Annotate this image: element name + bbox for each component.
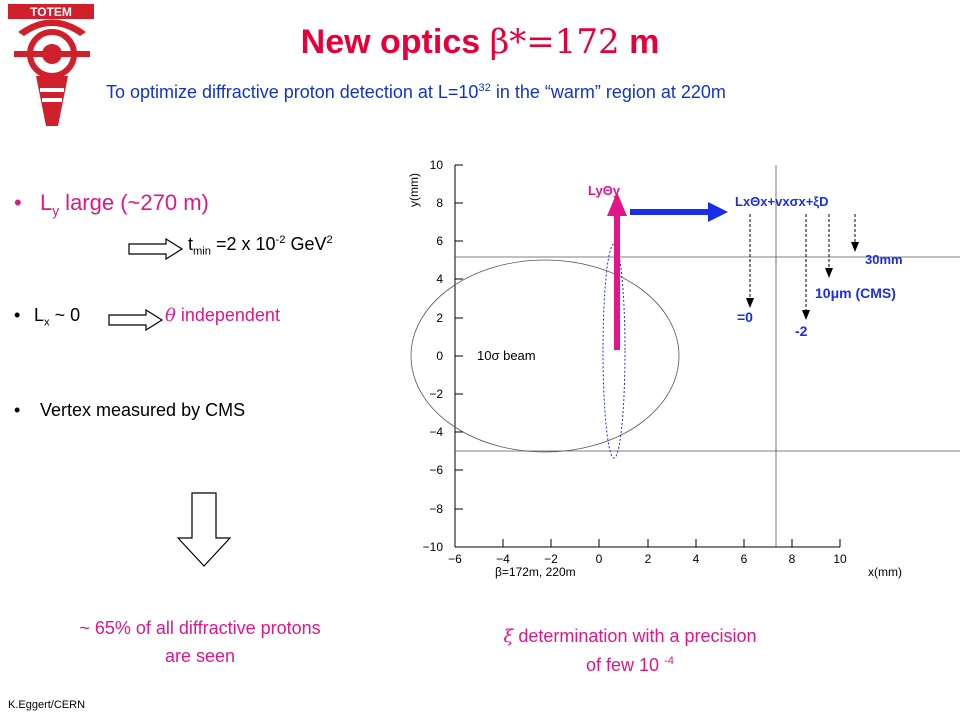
- bullet-lx-zero: • Lx ~ 0: [14, 305, 81, 329]
- bullet-ly-large: • Ly large (~270 m): [14, 190, 209, 219]
- x-tick-label: −4: [496, 552, 510, 566]
- page-subtitle: To optimize diffractive proton detection…: [106, 82, 726, 102]
- y-tick-label: −6: [429, 463, 443, 477]
- y-axis-label: y(mm): [407, 173, 421, 207]
- beam-label: 10σ beam: [477, 348, 536, 363]
- x-tick-label: 2: [645, 552, 652, 566]
- y-tick-label: −2: [429, 387, 443, 401]
- optics-label: β=172m, 220m: [495, 565, 576, 579]
- down-arrow-icon: [176, 492, 232, 567]
- svg-text:TOTEM: TOTEM: [30, 5, 72, 19]
- ly-theta-label: LyΘy: [588, 183, 621, 198]
- beam-ellipse: [410, 259, 680, 453]
- x-tick-label: 6: [741, 552, 748, 566]
- formula-label: LxΘx+vxσx+ξD: [735, 194, 828, 209]
- totem-logo: TOTEM: [6, 2, 98, 132]
- implies-arrow-icon: [108, 309, 164, 331]
- label-30mm: 30mm: [865, 252, 903, 267]
- x-tick-label: −6: [448, 552, 462, 566]
- y-tick-label: 8: [436, 196, 443, 210]
- y-tick-label: 0: [436, 349, 443, 363]
- label-m2: -2: [795, 323, 808, 339]
- y-tick-label: −8: [429, 502, 443, 516]
- x-axis-label: x(mm): [868, 565, 902, 579]
- label-eq0: =0: [737, 309, 753, 325]
- ly-theta-arrow: [614, 212, 620, 350]
- beam-plot: 10 8 6 4 2 0 −2 −4 −6 −8 −10 −6 −4 −2 0 …: [385, 150, 960, 590]
- y-tick-label: 4: [436, 272, 443, 286]
- y-tick-label: −10: [423, 540, 444, 554]
- bullet-vertex: • Vertex measured by CMS: [14, 400, 246, 420]
- x-tick-label: 8: [789, 552, 796, 566]
- theta-independent: θ independent: [165, 305, 280, 326]
- tmin-value: tmin =2 x 10-2 GeV2: [188, 234, 333, 258]
- lx-arrow: [630, 209, 710, 215]
- author-credit: K.Eggert/CERN: [8, 699, 86, 711]
- page-title: New optics β*=172 m: [300, 22, 660, 62]
- x-tick-label: −2: [544, 552, 558, 566]
- x-tick-label: 0: [596, 552, 603, 566]
- y-tick-label: −4: [429, 425, 443, 439]
- x-tick-label: 10: [833, 552, 847, 566]
- x-tick-label: 4: [693, 552, 700, 566]
- y-tick-label: 6: [436, 234, 443, 248]
- y-tick-label: 10: [430, 158, 444, 172]
- precision-text: ξ determination with a precision of few …: [503, 626, 757, 675]
- implies-arrow-icon: [128, 238, 184, 260]
- conclusion-text: ~ 65% of all diffractive protons are see…: [79, 618, 321, 666]
- y-tick-label: 2: [436, 311, 443, 325]
- label-10um: 10μm (CMS): [815, 285, 896, 301]
